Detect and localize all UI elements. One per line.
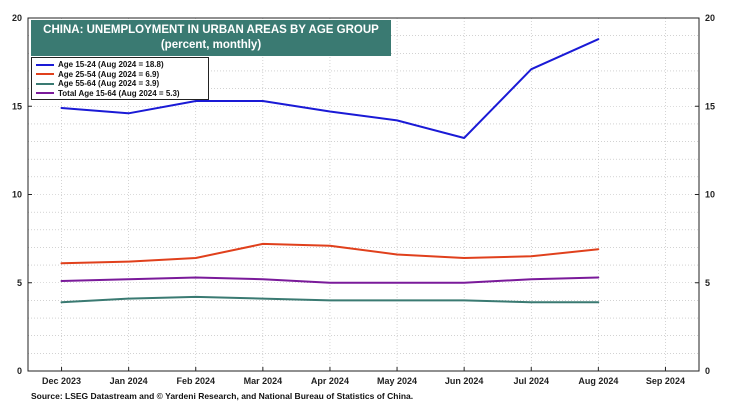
- x-tick-label: Dec 2023: [42, 376, 81, 386]
- legend-label: Total Age 15-64 (Aug 2024 = 5.3): [58, 88, 180, 98]
- y-tick-label-left: 10: [12, 190, 22, 200]
- y-tick-label-left: 0: [17, 366, 22, 376]
- y-tick-label-right: 20: [705, 13, 715, 23]
- y-tick-label-right: 10: [705, 190, 715, 200]
- legend-label: Age 15-24 (Aug 2024 = 18.8): [58, 60, 164, 70]
- series-line: [60, 295, 600, 304]
- chart-subtitle: (percent, monthly): [160, 39, 262, 51]
- y-tick-label-left: 15: [12, 101, 22, 111]
- x-tick-label: Jun 2024: [445, 376, 484, 386]
- x-tick-label: Sep 2024: [646, 376, 685, 386]
- y-tick-label-left: 20: [12, 13, 22, 23]
- legend-swatch: [36, 63, 54, 66]
- legend-swatch: [36, 82, 54, 85]
- legend-item: Age 15-24 (Aug 2024 = 18.8): [36, 60, 204, 70]
- x-tick-label: Jul 2024: [513, 376, 549, 386]
- y-tick-label-right: 0: [705, 366, 710, 376]
- chart-legend: Age 15-24 (Aug 2024 = 18.8) Age 25-54 (A…: [31, 57, 209, 100]
- x-tick-label: Feb 2024: [176, 376, 215, 386]
- y-tick-label-left: 5: [17, 278, 22, 288]
- y-tick-label-right: 5: [705, 278, 710, 288]
- legend-label: Age 55-64 (Aug 2024 = 3.9): [58, 79, 160, 89]
- legend-swatch: [36, 73, 54, 76]
- chart-title: CHINA: UNEMPLOYMENT IN URBAN AREAS BY AG…: [43, 24, 379, 36]
- legend-label: Age 25-54 (Aug 2024 = 6.9): [58, 69, 160, 79]
- x-tick-label: May 2024: [377, 376, 417, 386]
- legend-item: Age 55-64 (Aug 2024 = 3.9): [36, 79, 204, 89]
- series-line: [60, 276, 600, 284]
- series-line: [60, 38, 600, 139]
- legend-item: Age 25-54 (Aug 2024 = 6.9): [36, 70, 204, 80]
- x-tick-label: Aug 2024: [578, 376, 618, 386]
- legend-item: Total Age 15-64 (Aug 2024 = 5.3): [36, 89, 204, 99]
- source-note: Source: LSEG Datastream and © Yardeni Re…: [31, 391, 414, 401]
- legend-swatch: [36, 92, 54, 95]
- x-tick-label: Apr 2024: [311, 376, 349, 386]
- chart-title-box: CHINA: UNEMPLOYMENT IN URBAN AREAS BY AG…: [31, 20, 391, 56]
- x-tick-label: Jan 2024: [110, 376, 148, 386]
- y-tick-label-right: 15: [705, 101, 715, 111]
- series-line: [60, 242, 600, 265]
- x-tick-label: Mar 2024: [244, 376, 283, 386]
